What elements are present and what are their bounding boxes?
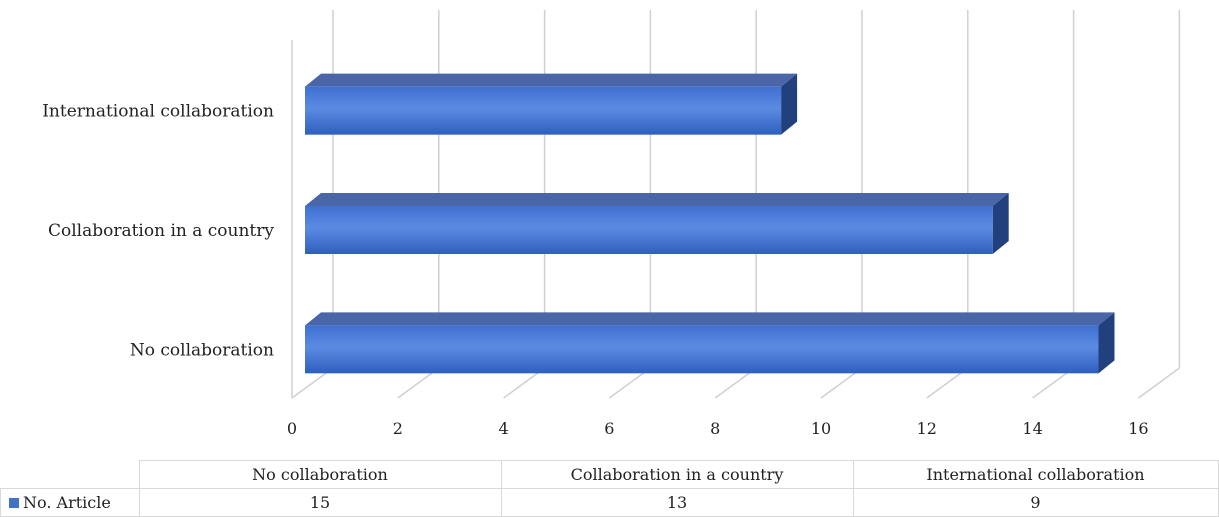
category-labels: No collaboration Collaboration in a count… [42,102,274,361]
x-axis-tick-labels: 0 2 4 6 8 10 12 14 16 [287,419,1149,438]
category-label: No collaboration [130,340,274,360]
data-table-header: Collaboration in a country [500,460,854,489]
data-table-cell: 9 [852,488,1219,517]
x-tick-label: 6 [604,419,614,438]
data-table-cell: 15 [138,488,502,517]
x-tick-label: 2 [393,419,403,438]
bars [305,73,1115,374]
bar [305,206,993,254]
floor-gridline [1137,367,1180,399]
legend-label: No. Article [23,493,111,512]
bar [305,325,1099,374]
bar-top-face [305,73,798,87]
bar-chart: No collaboration Collaboration in a count… [42,10,1181,438]
x-tick-label: 4 [499,419,509,438]
bar-side-face [992,193,1009,254]
data-table-series-label: No. Article [0,488,140,517]
bar-side-face [781,73,798,135]
bar-top-face [305,312,1115,326]
data-table-row: No. Article 15 13 9 [0,488,1219,517]
x-tick-label: 8 [710,419,720,438]
data-table-header-row: No collaboration Collaboration in a coun… [0,460,1219,489]
data-table-header: International collaboration [852,460,1219,489]
data-table-corner [0,460,140,489]
category-label: International collaboration [42,102,274,122]
x-tick-label: 0 [287,419,297,438]
x-tick-label: 12 [917,419,937,438]
bar [305,86,782,135]
x-tick-label: 10 [811,419,831,438]
bar-top-face [305,193,1009,206]
category-label: Collaboration in a country [48,221,274,241]
legend-swatch [9,498,19,508]
bar-side-face [1098,312,1115,374]
x-tick-label: 16 [1128,419,1148,438]
data-table-header: No collaboration [138,460,502,489]
x-tick-label: 14 [1022,419,1042,438]
data-table-cell: 13 [500,488,854,517]
data-table: No collaboration Collaboration in a coun… [0,460,1219,517]
